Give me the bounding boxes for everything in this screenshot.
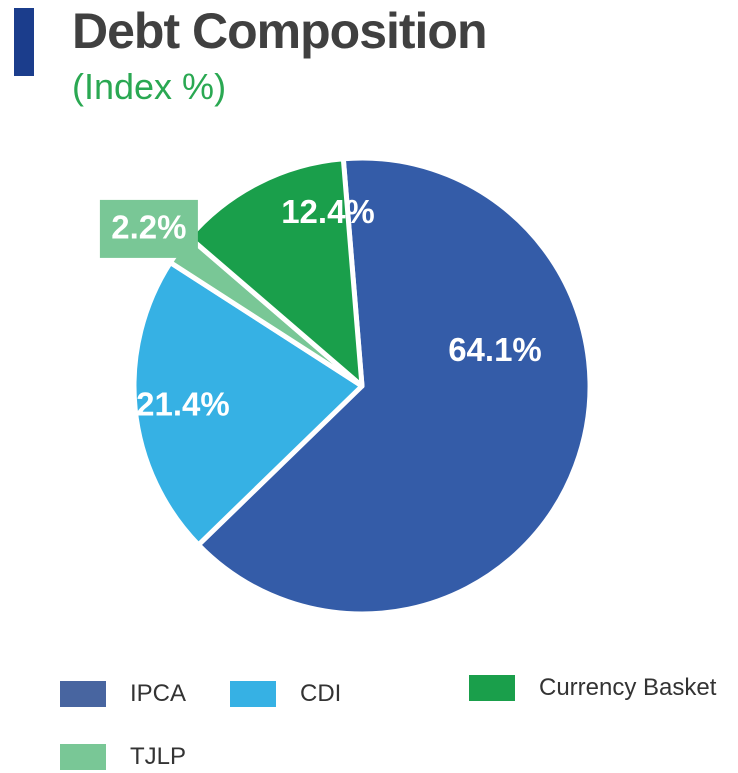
legend-item-tjlp: TJLP [60,742,186,772]
legend-label-ipca: IPCA [130,680,187,707]
legend-item-ipca: IPCA [60,679,186,709]
chart-subtitle: (Index %) [72,66,227,107]
data-label-ipca: 64.1% [448,331,542,368]
data-label-cdi: 21.4% [136,385,230,422]
pie-slice-cdi [131,260,365,548]
pie-slice-ipca [195,155,593,617]
legend-item-cdi: CDI [230,679,341,709]
legend-swatch-currency-basket [469,675,515,701]
legend-swatch-ipca [60,681,106,707]
legend-label-cdi: CDI [300,680,342,707]
legend-item-currency-basket: Currency Basket [469,673,716,703]
data-label-tjlp: 2.2% [111,208,186,245]
legend-swatch-tjlp [60,744,106,770]
legend-swatch-cdi [230,681,276,707]
data-label-box-tjlp [99,199,198,258]
title-accent-bar [14,8,34,76]
chart-title: Debt Composition [72,3,488,59]
legend-label-currency-basket: Currency Basket [539,674,717,701]
pie-slice-currency-basket [186,156,365,389]
data-label-currency-basket: 12.4% [281,193,375,230]
legend-label-tjlp: TJLP [130,743,187,770]
